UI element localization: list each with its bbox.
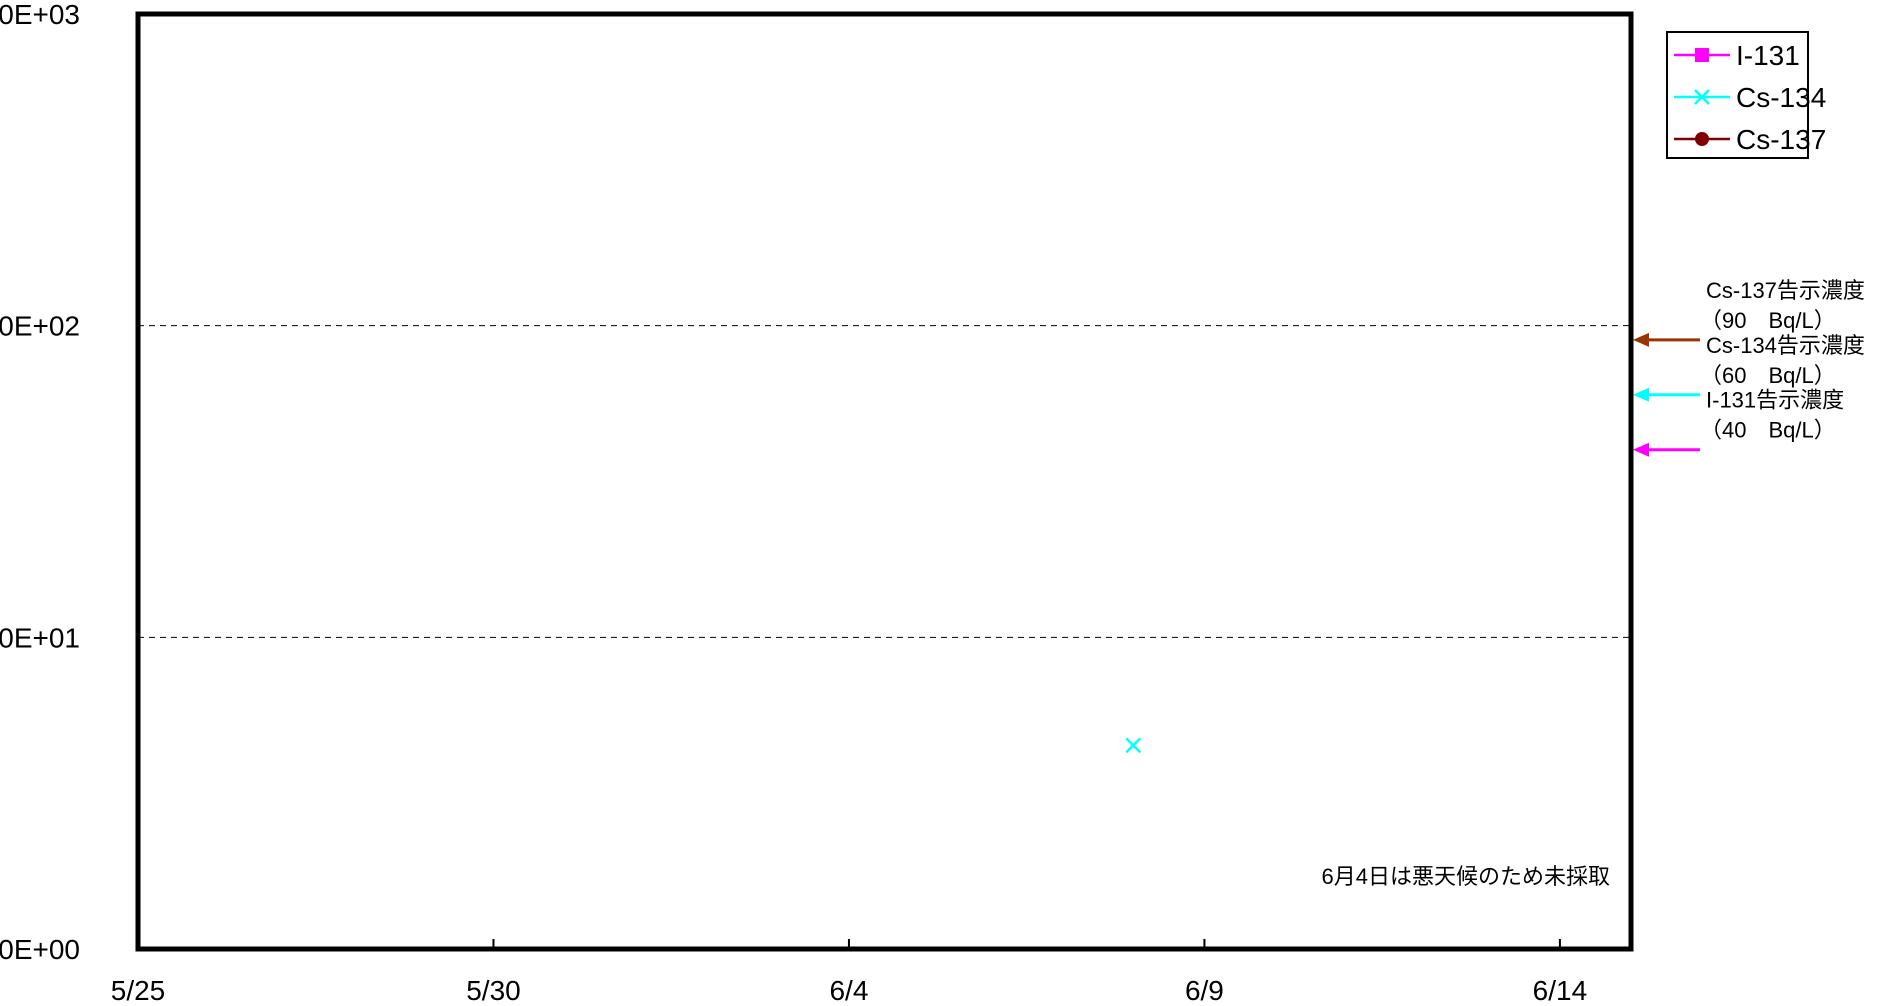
legend-marker-stroke bbox=[1694, 89, 1710, 105]
reference-arrow-head bbox=[1633, 332, 1649, 347]
reference-value: （60 Bq/L） bbox=[1700, 363, 1836, 388]
legend-marker bbox=[1694, 89, 1710, 105]
y-tick-label: 1.0E+02 bbox=[0, 311, 80, 342]
note-annotation: 6月4日は悪天候のため未採取 bbox=[1322, 864, 1610, 889]
x-tick-label: 6/9 bbox=[1185, 975, 1224, 1006]
legend: I-131 Cs-134 Cs-137 bbox=[1666, 31, 1826, 159]
x-tick-label: 5/25 bbox=[111, 975, 166, 1006]
legend-label: I-131 bbox=[1736, 40, 1800, 71]
y-tick-label: 1.0E+01 bbox=[0, 622, 80, 653]
y-axis: 1.0E+00 1.0E+01 1.0E+02 1.0E+03 bbox=[0, 0, 80, 965]
data-point-cs-134 bbox=[1125, 737, 1142, 754]
reference-label: Cs-137告示濃度 bbox=[1706, 278, 1865, 303]
reference-label: Cs-134告示濃度 bbox=[1706, 333, 1865, 358]
reference-value: （90 Bq/L） bbox=[1700, 308, 1836, 333]
reference-value: （40 Bq/L） bbox=[1700, 418, 1836, 443]
legend-label: Cs-137 bbox=[1736, 124, 1826, 155]
x-tick-label: 6/14 bbox=[1533, 975, 1588, 1006]
legend-marker bbox=[1695, 48, 1709, 62]
x-tick-label: 5/30 bbox=[466, 975, 521, 1006]
legend-box bbox=[1666, 31, 1809, 159]
reference-arrow-head bbox=[1633, 442, 1649, 457]
data-points bbox=[1125, 737, 1142, 754]
reference-arrows: Cs-137告示濃度 （90 Bq/L）Cs-134告示濃度 （60 Bq/L）I-… bbox=[1633, 278, 1865, 457]
grid-layer bbox=[138, 325, 1631, 638]
y-tick-label: 1.0E+03 bbox=[0, 0, 80, 30]
data-point-cs-134-stroke bbox=[1125, 737, 1142, 754]
plot-area-frame bbox=[135, 11, 1634, 952]
x-tick-label: 6/4 bbox=[829, 975, 868, 1006]
reference-arrow-head bbox=[1633, 387, 1649, 402]
legend-marker bbox=[1695, 132, 1709, 146]
y-tick-label: 1.0E+00 bbox=[0, 934, 80, 965]
reference-label: I-131告示濃度 bbox=[1706, 388, 1844, 413]
legend-label: Cs-134 bbox=[1736, 82, 1826, 113]
